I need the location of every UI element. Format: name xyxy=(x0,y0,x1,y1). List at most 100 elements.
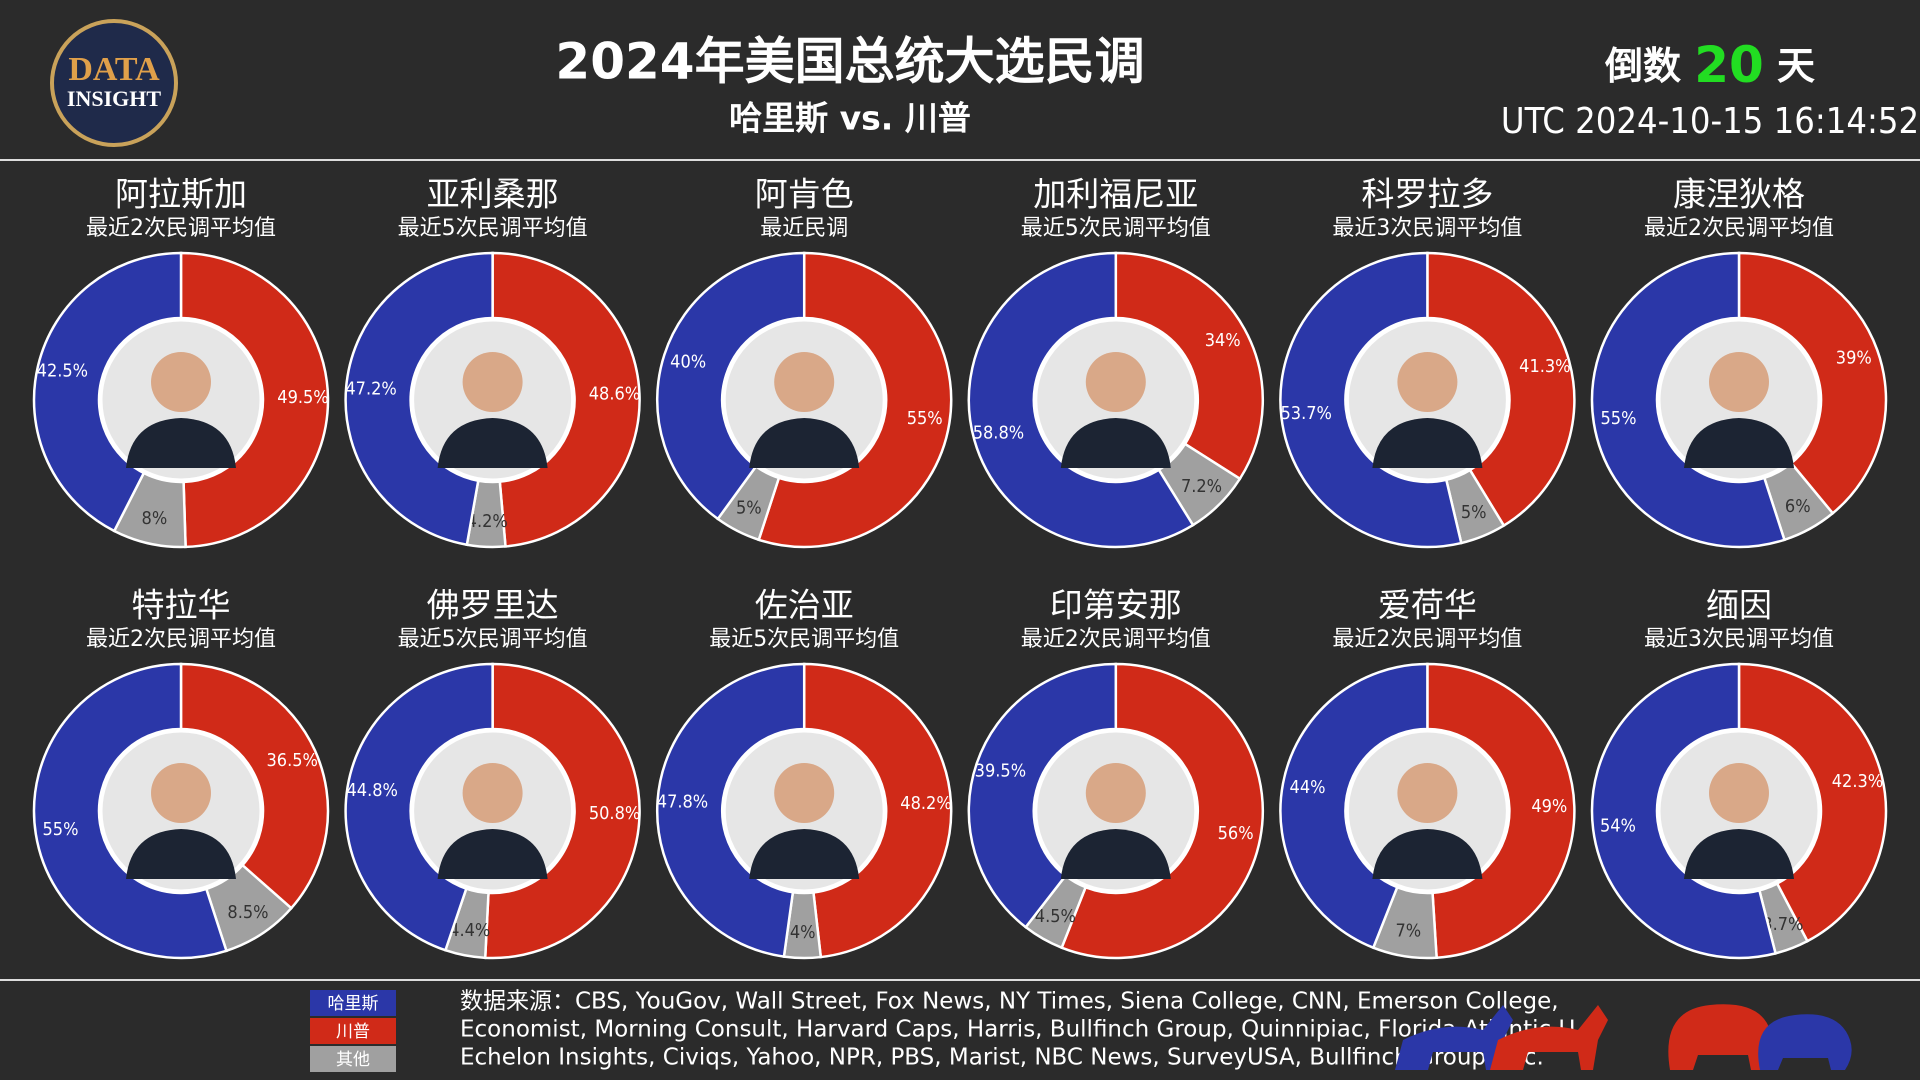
value-label: 55% xyxy=(907,408,943,429)
portrait-head xyxy=(151,352,211,412)
value-label: 36.5% xyxy=(266,750,317,771)
value-label: 54% xyxy=(1600,815,1636,836)
donut-segment xyxy=(344,662,494,952)
donut-segment xyxy=(32,662,229,960)
chart-subtitle: 最近3次民调平均值 xyxy=(1332,216,1522,241)
chart-title: 加利福尼亚 xyxy=(1033,175,1198,214)
countdown-prefix: 倒数 xyxy=(1604,44,1681,88)
value-label: 53.7% xyxy=(1281,403,1332,424)
portrait-head xyxy=(462,352,523,412)
donut-segment xyxy=(655,662,806,959)
portrait-body xyxy=(437,418,548,468)
donut-segment xyxy=(179,662,330,910)
source-line: 数据来源：CBS, YouGov, Wall Street, Fox News,… xyxy=(460,989,1559,1015)
value-label: 40% xyxy=(670,351,706,372)
donut-segment xyxy=(179,251,330,549)
value-label: 42.5% xyxy=(37,361,88,382)
chart-title: 佛罗里达 xyxy=(427,586,559,625)
value-label: 41.3% xyxy=(1519,356,1570,377)
value-label: 42.3% xyxy=(1832,771,1883,792)
value-label: 56% xyxy=(1218,823,1254,844)
value-label: 39% xyxy=(1836,348,1872,369)
value-label: 4% xyxy=(790,922,816,943)
portrait-body xyxy=(126,829,236,879)
donut-segment xyxy=(344,251,494,547)
party-icons xyxy=(1395,1004,1852,1070)
value-label: 4.2% xyxy=(467,511,508,532)
countdown-suffix: 天 xyxy=(1777,44,1815,88)
value-label: 7.2% xyxy=(1181,476,1222,497)
portrait-head xyxy=(1397,352,1458,412)
chart-subtitle: 最近2次民调平均值 xyxy=(1021,627,1211,652)
value-label: 47.8% xyxy=(657,792,708,813)
donut-segment xyxy=(1737,251,1888,516)
value-label: 49.5% xyxy=(277,387,328,408)
chart-title: 印第安那 xyxy=(1050,586,1182,625)
chart-subtitle: 最近民调 xyxy=(760,216,848,241)
value-label: 8.5% xyxy=(227,902,268,923)
portrait-body xyxy=(437,829,548,879)
sources: 数据来源：CBS, YouGov, Wall Street, Fox News,… xyxy=(460,989,1590,1071)
timestamp: UTC 2024-10-15 16:14:52 xyxy=(1501,101,1919,142)
donut-segment xyxy=(802,662,953,959)
legend-swatch xyxy=(310,1046,396,1072)
value-label: 4.5% xyxy=(1035,906,1076,927)
legend-label: 哈里斯 xyxy=(328,994,379,1014)
donut-segment xyxy=(967,662,1118,929)
chart-title: 佐治亚 xyxy=(755,586,854,625)
donkey-icon xyxy=(1395,1005,1513,1070)
value-label: 5% xyxy=(1461,502,1487,523)
legend-swatch xyxy=(310,990,396,1016)
chart-subtitle: 最近2次民调平均值 xyxy=(1332,627,1522,652)
portrait-head xyxy=(1085,352,1146,412)
portrait-head xyxy=(151,763,211,823)
portrait-body xyxy=(1684,418,1794,468)
elephant-icon xyxy=(1668,1004,1772,1070)
value-label: 50.8% xyxy=(589,803,640,824)
donut-segment xyxy=(1114,251,1264,481)
title: 2024年美国总统大选民调 xyxy=(555,33,1144,91)
elephant-icon xyxy=(1758,1014,1852,1070)
donut-segment xyxy=(1426,662,1576,960)
portrait-body xyxy=(1372,829,1483,879)
donut-segment xyxy=(1737,662,1888,943)
donut-segment xyxy=(483,662,641,960)
donut-segment xyxy=(32,251,183,533)
value-label: 44% xyxy=(1290,777,1326,798)
portrait-head xyxy=(1709,352,1769,412)
value-label: 4.4% xyxy=(449,920,490,941)
value-label: 8% xyxy=(142,508,168,529)
chart-subtitle: 最近3次民调平均值 xyxy=(1644,627,1834,652)
donut-segment xyxy=(655,251,806,521)
donut-segment xyxy=(1590,251,1787,549)
legend-swatch xyxy=(310,1018,396,1044)
value-label: 55% xyxy=(43,819,79,840)
subtitle: 哈里斯 vs. 川普 xyxy=(729,99,971,138)
portrait-body xyxy=(749,418,860,468)
chart-subtitle: 最近5次民调平均值 xyxy=(398,627,588,652)
chart-subtitle: 最近5次民调平均值 xyxy=(398,216,588,241)
value-label: 48.6% xyxy=(589,384,640,405)
value-label: 55% xyxy=(1601,408,1637,429)
legend-label: 其他 xyxy=(336,1050,370,1070)
chart-title: 亚利桑那 xyxy=(427,175,559,214)
chart-subtitle: 最近5次民调平均值 xyxy=(1021,216,1211,241)
donut-segment xyxy=(1060,662,1265,960)
portrait-body xyxy=(126,418,236,468)
countdown-number: 20 xyxy=(1694,36,1764,94)
chart-title: 阿拉斯加 xyxy=(115,175,247,214)
chart-title: 康涅狄格 xyxy=(1673,175,1805,214)
donut-segment xyxy=(1426,251,1576,528)
value-label: 39.5% xyxy=(975,760,1026,781)
donut-segment xyxy=(757,251,953,549)
legend-label: 川普 xyxy=(336,1022,370,1042)
value-label: 6% xyxy=(1785,496,1811,517)
portrait-body xyxy=(1372,418,1483,468)
portrait-body xyxy=(1060,829,1171,879)
portrait-head xyxy=(1709,763,1769,823)
portrait-body xyxy=(1060,418,1171,468)
